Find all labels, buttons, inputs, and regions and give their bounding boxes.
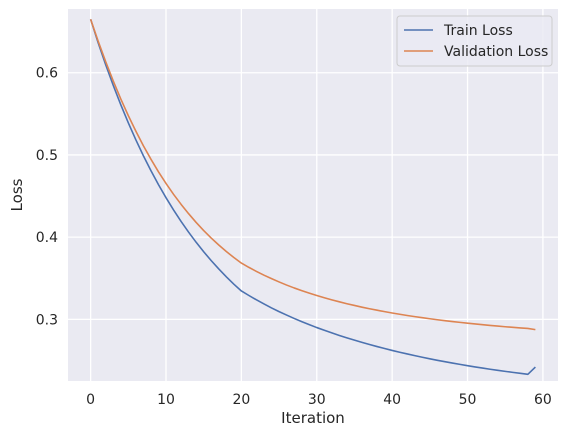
x-tick-label: 20 xyxy=(232,392,250,408)
y-tick-label: 0.5 xyxy=(36,148,58,164)
series-line-train-loss xyxy=(89,19,536,376)
legend-label-train-loss: Train Loss xyxy=(443,23,513,39)
x-tick-label: 0 xyxy=(86,392,95,408)
x-axis-label: Iteration xyxy=(281,409,345,427)
legend-label-validation-loss: Validation Loss xyxy=(444,44,548,60)
y-tick-label: 0.3 xyxy=(36,312,58,328)
x-tick-label: 40 xyxy=(383,392,401,408)
y-axis-label: Loss xyxy=(8,178,26,211)
x-tick-label: 50 xyxy=(459,392,477,408)
legend: Train Loss Validation Loss xyxy=(396,15,553,67)
y-tick-label: 0.6 xyxy=(36,66,58,82)
y-tick-label: 0.4 xyxy=(36,230,58,246)
x-tick-label: 30 xyxy=(308,392,326,408)
y-tick-labels: 0.3 0.4 0.5 0.6 xyxy=(36,66,58,329)
series-line-validation-loss xyxy=(89,19,536,331)
series-lines xyxy=(89,19,536,376)
legend-box xyxy=(396,15,553,67)
x-tick-label: 60 xyxy=(534,392,552,408)
grid xyxy=(68,9,558,381)
x-tick-label: 10 xyxy=(157,392,175,408)
x-tick-labels: 0 10 20 30 40 50 60 xyxy=(86,392,552,408)
